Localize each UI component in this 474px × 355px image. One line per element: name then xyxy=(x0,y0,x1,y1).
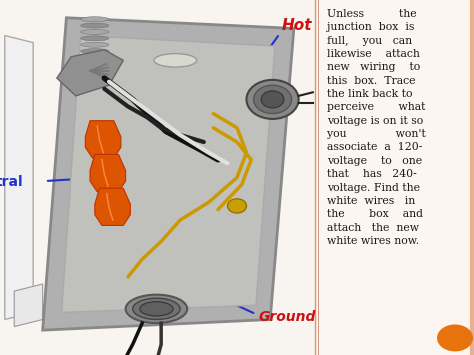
Ellipse shape xyxy=(81,61,109,66)
Text: tral: tral xyxy=(0,175,24,189)
Polygon shape xyxy=(85,121,121,158)
Ellipse shape xyxy=(126,295,187,323)
Ellipse shape xyxy=(81,36,109,41)
Ellipse shape xyxy=(81,29,109,34)
Circle shape xyxy=(246,80,299,119)
Ellipse shape xyxy=(154,54,197,67)
Polygon shape xyxy=(90,154,126,192)
Ellipse shape xyxy=(81,55,109,60)
Polygon shape xyxy=(5,36,33,320)
Circle shape xyxy=(437,324,473,351)
Text: Hot: Hot xyxy=(282,18,312,33)
Polygon shape xyxy=(43,18,294,330)
Text: Ground: Ground xyxy=(258,310,316,324)
Circle shape xyxy=(261,91,284,108)
Circle shape xyxy=(228,199,246,213)
Polygon shape xyxy=(57,50,123,96)
Ellipse shape xyxy=(81,23,109,28)
Ellipse shape xyxy=(81,17,109,22)
Polygon shape xyxy=(14,284,43,327)
Text: Unless          the
junction  box  is
full,    you   can
likewise    attach
new : Unless the junction box is full, you can… xyxy=(327,9,425,246)
Polygon shape xyxy=(95,188,130,225)
Bar xyxy=(315,0,474,355)
Ellipse shape xyxy=(140,302,173,316)
Ellipse shape xyxy=(133,298,180,320)
Ellipse shape xyxy=(81,42,109,47)
Circle shape xyxy=(254,85,292,114)
Ellipse shape xyxy=(81,49,109,54)
Polygon shape xyxy=(62,36,275,312)
